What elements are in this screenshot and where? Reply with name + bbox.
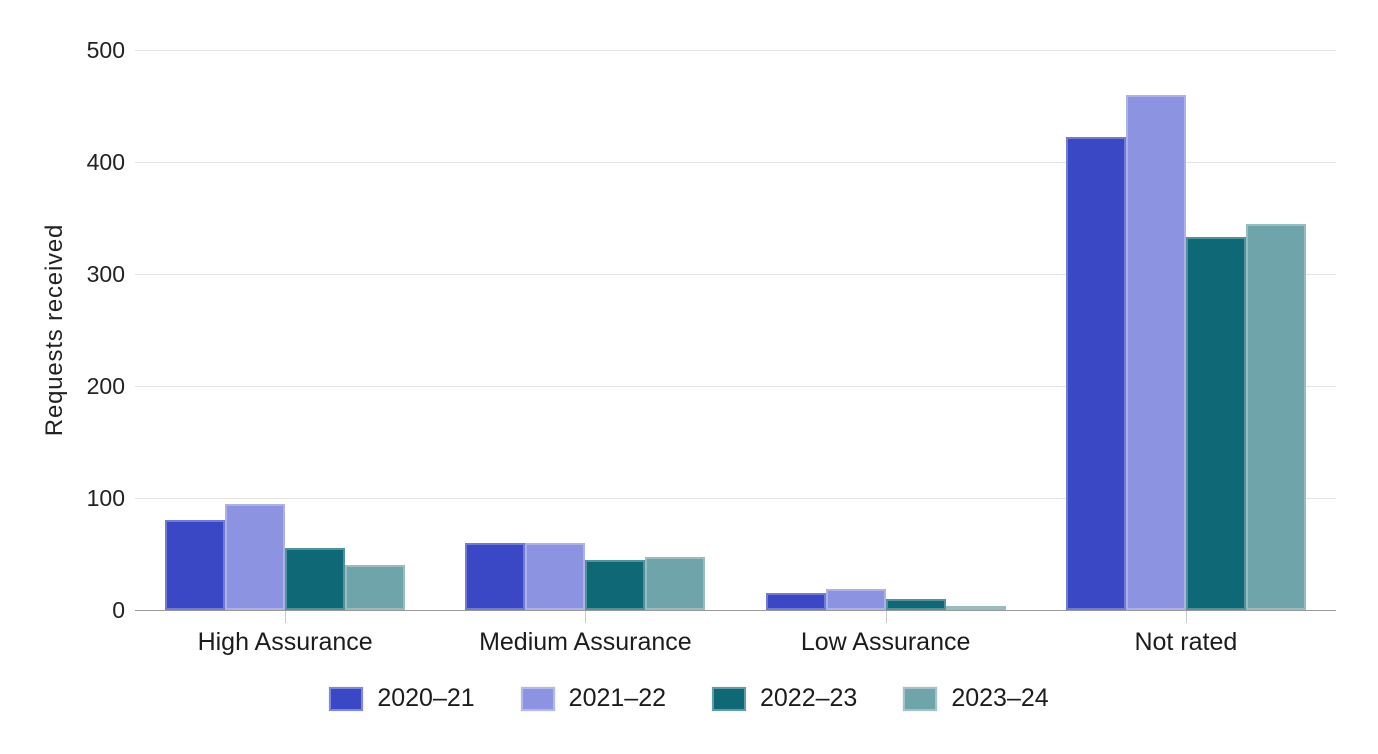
legend-swatch-icon [329, 686, 364, 711]
bar-group-medium-assurance [465, 50, 706, 610]
bar-group-not-rated [1065, 50, 1306, 610]
x-category-label-not-rated: Not rated [1134, 628, 1238, 656]
legend-item-2020-21[interactable]: 2020–21 [329, 684, 475, 713]
bar-2023-24-low-assurance[interactable] [945, 605, 1006, 610]
legend-label: 2020–21 [377, 684, 475, 712]
x-axis-line [135, 610, 1336, 611]
legend: 2020–21 2021–22 2022–23 2023–24 [0, 684, 1378, 713]
y-tick-label-300: 300 [86, 261, 125, 287]
bar-2021-22-low-assurance[interactable] [825, 588, 886, 610]
bar-2023-24-medium-assurance[interactable] [645, 557, 706, 610]
bar-2021-22-medium-assurance[interactable] [525, 542, 586, 610]
plot-area [135, 50, 1336, 623]
x-category-label-high-assurance: High Assurance [197, 628, 373, 656]
y-tick-label-100: 100 [86, 485, 125, 511]
legend-item-2022-23[interactable]: 2022–23 [712, 684, 857, 713]
bar-2020-21-not-rated[interactable] [1065, 137, 1126, 610]
x-tick-mark [1185, 610, 1187, 623]
x-tick-mark [585, 610, 587, 623]
bar-2020-21-medium-assurance[interactable] [465, 542, 526, 610]
bar-2022-23-medium-assurance[interactable] [585, 559, 646, 610]
x-category-label-low-assurance: Low Assurance [800, 628, 971, 656]
bar-2021-22-not-rated[interactable] [1125, 94, 1186, 610]
bar-2020-21-low-assurance[interactable] [765, 593, 826, 610]
bar-2020-21-high-assurance[interactable] [165, 520, 226, 610]
bar-2022-23-not-rated[interactable] [1185, 237, 1246, 610]
y-tick-label-400: 400 [86, 149, 125, 175]
x-tick-mark [885, 610, 887, 623]
y-axis-title: Requests received [41, 223, 68, 437]
legend-label: 2021–22 [568, 684, 666, 712]
bar-2022-23-low-assurance[interactable] [885, 598, 946, 610]
bar-2023-24-not-rated[interactable] [1245, 223, 1306, 610]
gridline-100 [135, 498, 1336, 499]
gridline-500 [135, 50, 1336, 51]
legend-item-2023-24[interactable]: 2023–24 [903, 684, 1049, 713]
legend-label: 2022–23 [760, 684, 858, 712]
y-tick-label-500: 500 [86, 37, 125, 63]
bar-2022-23-high-assurance[interactable] [285, 548, 346, 610]
bar-2021-22-high-assurance[interactable] [225, 503, 286, 610]
x-category-label-medium-assurance: Medium Assurance [479, 628, 692, 656]
bar-group-low-assurance [765, 50, 1006, 610]
bar-2023-24-high-assurance[interactable] [345, 565, 406, 610]
legend-item-2021-22[interactable]: 2021–22 [520, 684, 666, 713]
x-tick-mark [285, 610, 287, 623]
gridline-200 [135, 386, 1336, 387]
y-tick-label-200: 200 [86, 373, 125, 399]
gridline-400 [135, 162, 1336, 163]
bar-group-high-assurance [165, 50, 406, 610]
legend-swatch-icon [712, 686, 746, 711]
gridline-300 [135, 274, 1336, 275]
y-tick-label-0: 0 [112, 597, 125, 623]
legend-label: 2023–24 [951, 684, 1049, 712]
legend-swatch-icon [903, 686, 938, 711]
legend-swatch-icon [520, 686, 555, 711]
